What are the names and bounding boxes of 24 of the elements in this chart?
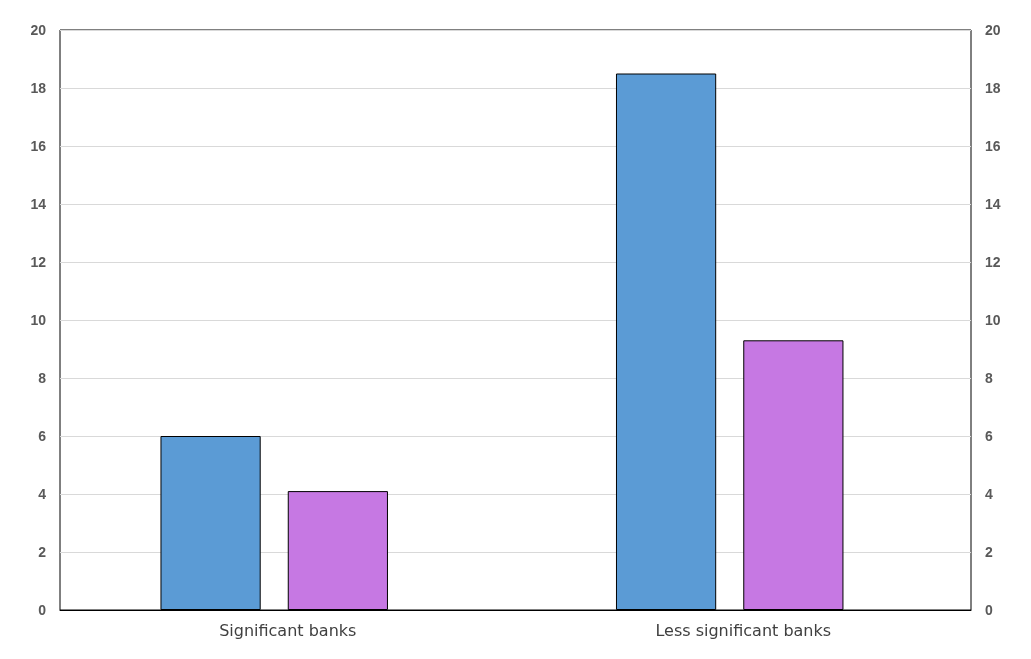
y2-tick-label: 2: [985, 544, 993, 560]
y-tick-label: 20: [30, 22, 47, 38]
y2-tick-label: 8: [985, 370, 993, 386]
y-tick-label: 14: [30, 196, 47, 212]
y2-tick-label: 4: [985, 486, 993, 502]
y-tick-label: 2: [38, 544, 47, 560]
y2-tick-label: 12: [985, 254, 1001, 270]
y-tick-label: 0: [38, 602, 47, 618]
y-tick-label: 4: [38, 486, 47, 502]
y2-tick-label: 20: [985, 22, 1001, 38]
y2-tick-label: 18: [985, 80, 1001, 96]
x-tick-label: Less significant banks: [655, 620, 832, 640]
y-tick-label: 6: [38, 428, 47, 444]
y-tick-label: 12: [30, 254, 47, 270]
y2-tick-label: 0: [985, 602, 993, 618]
x-tick-label: Significant banks: [219, 620, 357, 640]
y2-tick-label: 10: [985, 312, 1001, 328]
y2-tick-label: 14: [985, 196, 1001, 212]
y-tick-label: 18: [30, 80, 47, 96]
y2-tick-label: 6: [985, 428, 993, 444]
y-tick-label: 10: [30, 312, 47, 328]
y-tick-label: 16: [30, 138, 47, 154]
y2-tick-label: 16: [985, 138, 1001, 154]
y-tick-label: 8: [38, 370, 47, 386]
